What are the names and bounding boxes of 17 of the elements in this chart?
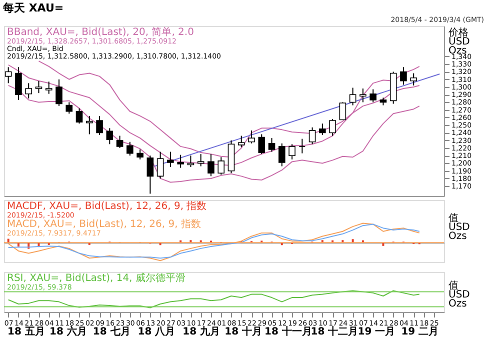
x2-tick-label: 18 五月	[8, 326, 45, 338]
series-label: MACD, XAU=, Bid(Last), 12, 26, 9, 指数	[7, 218, 201, 230]
y-axis-title: 值 USD Ozs	[448, 280, 470, 310]
x2-tick-label: 18 七月	[92, 326, 130, 338]
x2-tick-label: 18 六月	[49, 326, 87, 338]
x2-tick-label: 18 八月	[138, 326, 176, 338]
x2-tick-label: 18 十月	[224, 326, 262, 338]
y-axis-title: 值 USD Ozs	[448, 212, 470, 242]
series-label: RSI, XAU=, Bid(Last), 14, 威尔德平滑	[7, 272, 186, 284]
x2-tick-label: 18 十一月	[264, 326, 312, 338]
text: MACDF, XAU=, Bid(Last), 12, 26, 9, 指数	[7, 200, 207, 212]
text: BBand, XAU=, Bid(Last), 20, 简单, 2.0	[7, 26, 194, 38]
x2-tick-label: 19 一月	[358, 326, 396, 338]
x2-tick-label: 18 九月	[182, 326, 220, 338]
x2-tick-label: 18 十二月	[310, 326, 358, 338]
x2-tick-label: 19 二月	[401, 326, 439, 338]
chart-title: 每天 XAU=	[2, 2, 64, 14]
